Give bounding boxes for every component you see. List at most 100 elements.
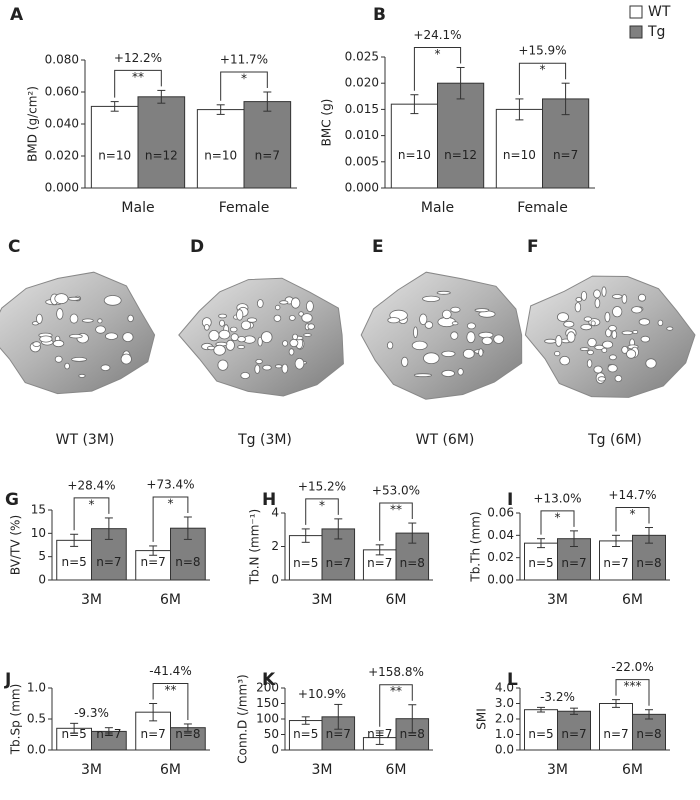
x-tick-label: Male	[421, 200, 454, 216]
percent-change: -22.0%	[611, 660, 653, 674]
bone-render	[524, 275, 696, 398]
bone-pore	[583, 316, 593, 322]
bone-pore	[466, 322, 476, 330]
bone-render	[0, 271, 156, 395]
n-label: n=7	[603, 727, 628, 741]
bone-outline	[360, 271, 523, 400]
y-tick-label: 0.06	[487, 506, 514, 520]
panel-letter: D	[190, 237, 204, 257]
bar	[542, 98, 590, 189]
bone-pore	[474, 308, 490, 313]
bone-pore	[67, 296, 81, 301]
n-label: n=7	[326, 727, 351, 741]
percent-change: +15.2%	[298, 479, 346, 493]
bar	[495, 108, 543, 189]
bone-pore	[450, 306, 461, 313]
bone-pore	[575, 297, 583, 303]
panel-letter: E	[372, 237, 384, 257]
bone-pore	[298, 311, 304, 317]
significance: **	[390, 503, 402, 517]
x-tick-label: 6M	[386, 592, 407, 608]
bone-pore	[54, 355, 63, 363]
panel-letter: F	[527, 237, 539, 257]
bone-pore	[292, 333, 299, 341]
bone-pore	[122, 332, 134, 343]
bone-pore	[401, 356, 409, 367]
significance-bracket	[220, 71, 268, 101]
bone-pore	[587, 349, 594, 355]
bone-pore	[255, 358, 263, 364]
bone-pore	[230, 333, 239, 342]
significance-bracket	[73, 497, 110, 531]
n-label: n=12	[444, 148, 477, 162]
n-label: n=8	[175, 727, 200, 741]
bone-pore	[262, 364, 272, 371]
n-label: n=10	[98, 149, 131, 163]
y-tick-label: 3.0	[495, 696, 514, 710]
bone-pore	[450, 331, 459, 340]
bone-pore	[441, 369, 456, 377]
significance: *	[435, 47, 441, 61]
x-tick-label: 3M	[81, 762, 102, 778]
bone-pore	[493, 334, 505, 344]
bone-pore	[457, 368, 464, 376]
y-axis-label: Tb.Sp (mm)	[9, 684, 23, 756]
panel-letter: I	[507, 490, 513, 510]
bone-pore	[303, 333, 312, 337]
bone-pore	[413, 326, 418, 339]
percent-change: +158.8%	[368, 665, 424, 679]
y-tick-label: 50	[264, 727, 279, 741]
y-tick-label: 0.080	[45, 53, 79, 67]
bone-pore	[273, 314, 282, 322]
panel-letter: G	[5, 490, 19, 510]
significance: *	[540, 63, 546, 77]
bone-pore	[631, 306, 643, 314]
bar	[243, 101, 292, 189]
bone-pore	[612, 306, 623, 318]
bone-pore	[288, 348, 295, 356]
n-label: n=7	[96, 555, 121, 569]
percent-change: +11.7%	[220, 53, 268, 67]
bone-pore	[274, 364, 283, 369]
bone-pore	[611, 330, 618, 340]
image-caption: WT (6M)	[416, 432, 475, 448]
significance-bracket	[379, 684, 413, 727]
y-tick-label: 0.025	[345, 50, 379, 64]
bone-pore	[275, 304, 281, 311]
bone-pore	[604, 311, 611, 323]
bone-pore	[120, 353, 132, 365]
n-label: n=8	[636, 556, 661, 570]
bone-render	[360, 271, 523, 400]
x-tick-label: Female	[517, 200, 568, 216]
bone-pore	[607, 364, 618, 373]
y-tick-label: 0.000	[345, 181, 379, 195]
bone-pore	[240, 371, 251, 379]
significance-bracket	[152, 496, 189, 542]
y-tick-label: 5	[38, 549, 46, 563]
bar	[524, 542, 558, 581]
y-tick-label: 2	[271, 539, 279, 553]
bone-pore	[219, 319, 225, 327]
y-tick-label: 2.0	[495, 712, 514, 726]
y-tick-label: 0.02	[487, 550, 514, 564]
bone-pore	[574, 302, 582, 313]
bone-pore	[566, 331, 576, 343]
bone-pore	[632, 329, 639, 334]
x-tick-label: 6M	[622, 592, 643, 608]
x-tick-label: 3M	[312, 762, 333, 778]
significance-bracket	[615, 679, 650, 706]
bone-pore	[621, 330, 634, 335]
percent-change: -41.4%	[149, 664, 191, 678]
significance: *	[630, 507, 636, 521]
bone-pore	[419, 313, 428, 326]
bone-pore	[602, 340, 614, 349]
y-tick-label: 0.00	[487, 573, 514, 587]
bone-pore	[478, 348, 484, 357]
bone-pore	[81, 318, 94, 323]
significance-bracket	[114, 69, 162, 98]
percent-change: +28.4%	[67, 478, 115, 492]
significance-bracket	[615, 507, 650, 532]
y-axis-label: SMI	[475, 708, 489, 730]
percent-change: +15.9%	[518, 44, 566, 58]
